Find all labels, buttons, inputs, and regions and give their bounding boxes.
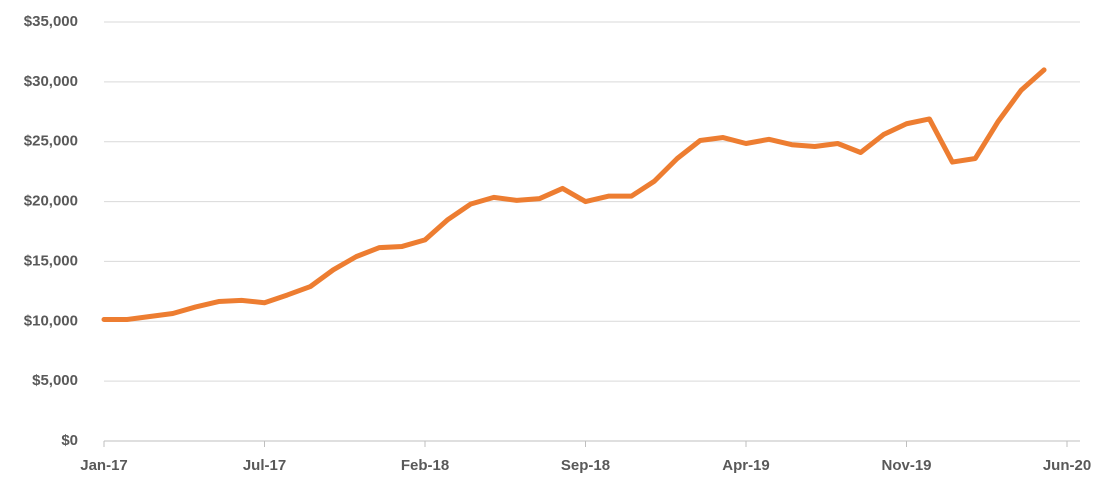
y-tick-label: $35,000 [24,13,78,30]
x-tick-label: Apr-19 [722,457,770,474]
line-series [101,67,1047,322]
y-tick-label: $5,000 [32,372,78,389]
x-tick-label: Nov-19 [881,457,931,474]
x-tick-label: Feb-18 [401,457,449,474]
x-tick-label: Jan-17 [80,457,128,474]
x-tick-label: Jul-17 [243,457,286,474]
y-tick-label: $20,000 [24,193,78,210]
y-tick-label: $10,000 [24,312,78,329]
y-tick-label: $0 [61,432,78,449]
x-tick-label: Sep-18 [561,457,610,474]
y-tick-label: $30,000 [24,73,78,90]
y-tick-label: $15,000 [24,252,78,269]
x-tick-label: Jun-20 [1043,457,1091,474]
y-tick-label: $25,000 [24,133,78,150]
